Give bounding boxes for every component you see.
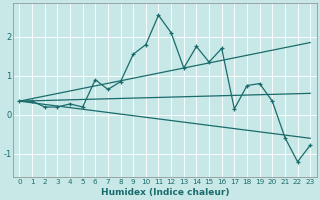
X-axis label: Humidex (Indice chaleur): Humidex (Indice chaleur) bbox=[100, 188, 229, 197]
